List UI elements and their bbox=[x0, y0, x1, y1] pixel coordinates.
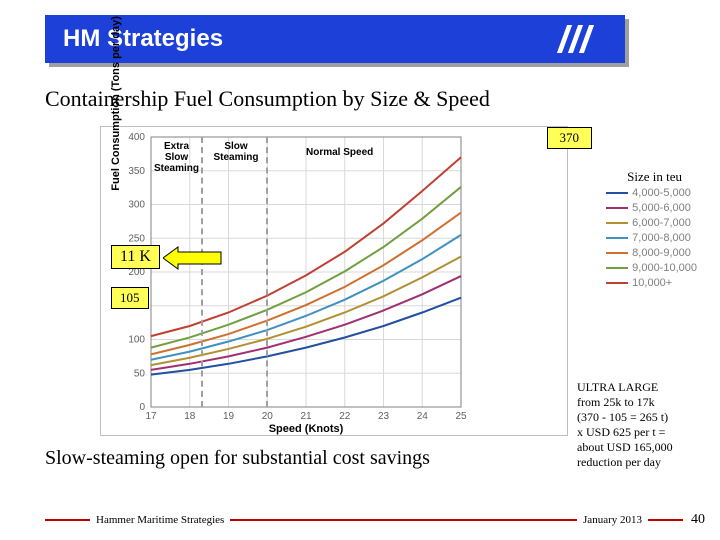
footer-line-3 bbox=[648, 519, 683, 521]
subtitle: Slow-steaming open for substantial cost … bbox=[45, 447, 430, 470]
svg-text:300: 300 bbox=[128, 200, 145, 211]
svg-text:24: 24 bbox=[417, 411, 429, 422]
svg-text:22: 22 bbox=[339, 411, 351, 422]
footer-left: Hammer Maritime Strategies bbox=[96, 514, 224, 526]
arrow-icon bbox=[163, 245, 223, 271]
legend-item: 9,000-10,000 bbox=[606, 262, 697, 274]
chart-container: 0501001502002503003504001718192021222324… bbox=[100, 126, 568, 436]
svg-text:23: 23 bbox=[378, 411, 390, 422]
x-axis-label: Speed (Knots) bbox=[269, 423, 344, 435]
callout-11k: 11 K bbox=[111, 245, 160, 269]
page-number: 40 bbox=[691, 512, 705, 528]
note-l5: about USD 165,000 bbox=[577, 440, 705, 455]
svg-text:400: 400 bbox=[128, 132, 145, 143]
callout-105: 105 bbox=[111, 287, 149, 309]
legend-title: Size in teu bbox=[627, 169, 682, 185]
svg-text:19: 19 bbox=[223, 411, 235, 422]
legend: 4,000-5,000 5,000-6,000 6,000-7,000 7,000-8… bbox=[606, 187, 697, 292]
footer-right: January 2013 bbox=[583, 514, 642, 526]
legend-item: 10,000+ bbox=[606, 277, 697, 289]
legend-item: 6,000-7,000 bbox=[606, 217, 697, 229]
svg-text:100: 100 bbox=[128, 335, 145, 346]
note-l2: from 25k to 17k bbox=[577, 395, 705, 410]
svg-text:50: 50 bbox=[134, 368, 146, 379]
chart-plot-area: 0501001502002503003504001718192021222324… bbox=[151, 137, 461, 407]
stripes-icon bbox=[555, 15, 595, 63]
zone-slow: Slow Steaming bbox=[211, 141, 261, 163]
note-l3: (370 - 105 = 265 t) bbox=[577, 410, 705, 425]
footer-line-2 bbox=[230, 519, 577, 521]
callout-370: 370 bbox=[547, 127, 593, 149]
zone-extra-slow: Extra Slow Steaming bbox=[154, 141, 199, 174]
divider-2 bbox=[266, 137, 268, 407]
footer-line-1 bbox=[45, 519, 90, 521]
svg-text:18: 18 bbox=[184, 411, 196, 422]
divider-1 bbox=[201, 137, 203, 407]
zone-normal: Normal Speed bbox=[306, 147, 373, 158]
legend-item: 8,000-9,000 bbox=[606, 247, 697, 259]
note-l4: x USD 625 per t = bbox=[577, 425, 705, 440]
header-bar: HM Strategies bbox=[45, 15, 625, 63]
svg-text:21: 21 bbox=[300, 411, 312, 422]
note-box: ULTRA LARGE from 25k to 17k (370 - 105 =… bbox=[577, 380, 705, 470]
svg-text:17: 17 bbox=[145, 411, 157, 422]
note-l6: reduction per day bbox=[577, 455, 705, 470]
y-axis-label: Fuel Consumption (Tons per day) bbox=[110, 16, 122, 191]
svg-text:250: 250 bbox=[128, 233, 145, 244]
header-title: HM Strategies bbox=[63, 25, 223, 53]
svg-text:20: 20 bbox=[262, 411, 274, 422]
legend-item: 5,000-6,000 bbox=[606, 202, 697, 214]
legend-item: 4,000-5,000 bbox=[606, 187, 697, 199]
legend-item: 7,000-8,000 bbox=[606, 232, 697, 244]
svg-text:350: 350 bbox=[128, 166, 145, 177]
chart-svg: 0501001502002503003504001718192021222324… bbox=[151, 137, 461, 407]
footer: Hammer Maritime Strategies January 2013 … bbox=[0, 512, 720, 528]
svg-text:25: 25 bbox=[455, 411, 467, 422]
note-l1: ULTRA LARGE bbox=[577, 380, 705, 395]
